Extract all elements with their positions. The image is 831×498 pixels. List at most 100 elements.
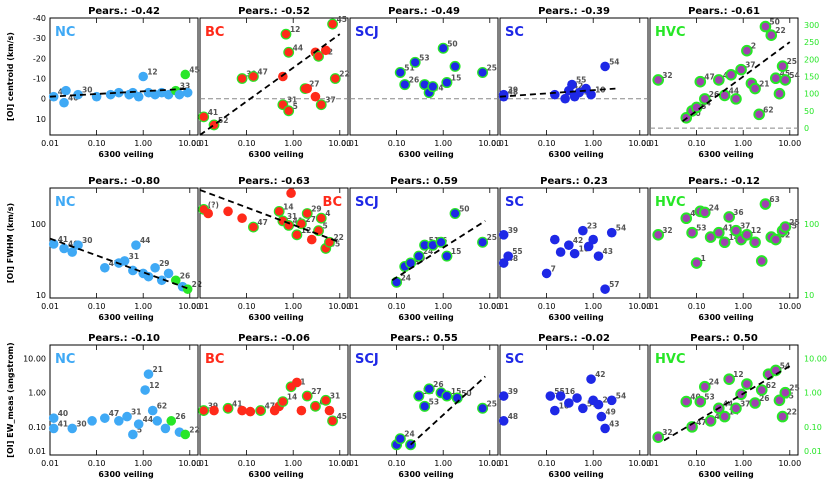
data-point-HVC — [755, 255, 768, 267]
point-id-label: 44 — [729, 86, 739, 95]
x-tick-label: 1.00 — [134, 302, 152, 311]
data-point-NC — [128, 429, 138, 440]
row2-right-tick-label: 0.01 — [804, 447, 822, 456]
data-point-SC — [593, 399, 604, 410]
point-id-label: 30 — [82, 86, 92, 95]
point-id-label: 4 — [325, 209, 330, 218]
point-id-label: 41 — [58, 419, 68, 428]
x-tick-label: 0.10 — [238, 139, 256, 148]
data-point-SC — [550, 405, 560, 416]
data-point-BC — [248, 71, 259, 82]
data-point-SC — [498, 391, 509, 401]
data-point-BC — [283, 105, 295, 117]
data-point-SC — [600, 423, 610, 434]
component-label-HVC: HVC — [655, 352, 685, 367]
panel-frame-NC-row0 — [49, 17, 199, 136]
x-tick-label: 1.00 — [434, 459, 452, 468]
data-point-NC — [114, 416, 124, 426]
pearson-label-HVC: Pears.: 0.50 — [690, 333, 758, 344]
x-tick-label: 0.01 — [341, 459, 359, 468]
data-point-BC — [248, 221, 259, 233]
point-id-label: 33 — [180, 82, 190, 91]
point-id-label: 15 — [451, 387, 461, 396]
data-point-SCJ — [423, 383, 435, 395]
x-tick-label: 0.10 — [238, 302, 256, 311]
x-tick-label: 10.00 — [328, 302, 351, 311]
data-point-HVC — [735, 63, 747, 76]
point-id-label: 27 — [309, 80, 319, 89]
point-id-label: 25 — [487, 63, 497, 72]
point-id-label: 41 — [723, 224, 733, 233]
row0-ytick-label: -40 — [33, 14, 46, 23]
x-tick-label: 10.00 — [328, 459, 351, 468]
data-point-SC — [564, 240, 574, 250]
point-id-label: 44 — [140, 236, 150, 245]
pearson-label-NC: Pears.: -0.80 — [88, 176, 160, 187]
data-point-BC — [277, 396, 289, 407]
panel-frame-SC-row2 — [499, 344, 649, 456]
x-tick-label: 10.00 — [778, 139, 801, 148]
point-id-label: 24 — [709, 378, 719, 387]
point-id-label: 25 — [487, 399, 497, 408]
x-tick-label: 0.01 — [191, 139, 209, 148]
point-id-label: 37 — [740, 222, 750, 231]
data-point-HVC — [694, 395, 707, 408]
panel-frame-BC-row0 — [199, 17, 349, 136]
point-id-label: 22 — [189, 425, 199, 434]
point-id-label: 10 — [559, 402, 569, 411]
data-point-NC — [59, 243, 69, 254]
data-point-BC — [301, 390, 313, 402]
data-point-SCJ — [477, 402, 489, 414]
point-id-label: 10 — [579, 245, 589, 254]
point-id-label: 48 — [508, 412, 518, 421]
data-point-SCJ — [427, 81, 439, 93]
data-point-BC — [237, 213, 247, 224]
panel-frame-BC-row2 — [199, 344, 349, 456]
data-point-NC — [182, 87, 193, 98]
data-point-BC — [320, 394, 332, 406]
point-id-label: 55 — [512, 247, 522, 256]
x-tick-label: 10.00 — [328, 139, 351, 148]
data-point-HVC — [776, 60, 789, 72]
data-point-SC — [498, 230, 509, 240]
data-point-HVC — [749, 82, 761, 95]
point-id-label: 45 — [337, 15, 347, 24]
point-id-label: 27 — [305, 215, 315, 224]
point-id-label: 22 — [192, 280, 202, 289]
row2-right-tick-label: 10.00 — [804, 355, 827, 364]
panel-frame-SCJ-row0 — [349, 17, 499, 136]
panel-frame-HVC-row0 — [649, 17, 799, 136]
component-label-SC: SC — [505, 25, 524, 40]
x-tick-label: 0.10 — [688, 459, 706, 468]
data-point-HVC — [680, 212, 693, 225]
point-id-label: 63 — [769, 195, 779, 204]
x-tick-label: 0.10 — [388, 139, 406, 148]
fit-line-BC — [199, 33, 341, 136]
pearson-label-SCJ: Pears.: -0.49 — [388, 6, 460, 17]
x-tick-label: 10.00 — [178, 459, 201, 468]
point-id-label: 29 — [159, 259, 169, 268]
panel-frame-SC-row0 — [499, 17, 649, 136]
x-axis-label: 6300 veiling — [398, 313, 454, 322]
data-point-HVC — [779, 74, 792, 86]
point-id-label: 51 — [404, 63, 414, 72]
row2-ylabel: [OI] EW_meas (angstrom) — [6, 342, 15, 457]
data-point-SC — [572, 393, 582, 403]
point-id-label: 40 — [690, 393, 700, 402]
x-tick-label: 10.00 — [628, 459, 651, 468]
point-id-label: 43 — [609, 419, 619, 428]
point-id-label: 41 — [208, 108, 218, 117]
data-point-HVC — [759, 198, 772, 210]
data-point-SC — [560, 93, 570, 104]
fit-line-SCJ — [391, 220, 486, 282]
data-point-SC — [600, 61, 610, 72]
data-point-HVC — [741, 378, 753, 390]
point-id-label: 54 — [780, 361, 790, 370]
point-id-label: 39 — [508, 226, 518, 235]
data-point-BC — [292, 377, 302, 388]
data-point-SCJ — [437, 42, 449, 54]
data-point-NC — [73, 89, 83, 100]
point-id-label: 50 — [769, 18, 779, 27]
data-point-BC — [324, 405, 335, 416]
x-axis-label: 6300 veiling — [98, 470, 154, 479]
